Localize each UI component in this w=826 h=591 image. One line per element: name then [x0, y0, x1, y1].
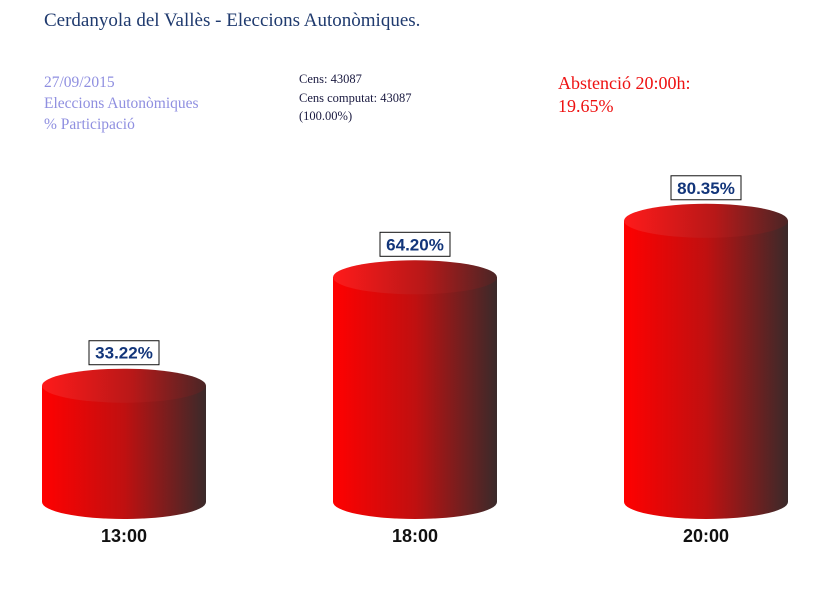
- bar-20:00: [624, 203, 788, 519]
- value-label-box: [379, 231, 451, 257]
- census-info: Cens: 43087 Cens computat: 43087 (100.00…: [299, 70, 412, 126]
- value-label: 80.35%: [677, 179, 735, 198]
- value-label-box: [88, 340, 160, 366]
- bar-top: [624, 203, 788, 238]
- election-type: Eleccions Autonòmiques: [44, 95, 199, 112]
- election-info: 27/09/2015 Eleccions Autonòmiques % Part…: [44, 72, 199, 135]
- value-label-box: [670, 175, 742, 201]
- value-label: 64.20%: [386, 235, 444, 254]
- abstention-info: Abstenció 20:00h: 19.65%: [558, 72, 691, 118]
- bar-body: [624, 220, 788, 519]
- census-percent: (100.00%): [299, 109, 353, 123]
- metric-label: % Participació: [44, 116, 135, 133]
- bar-body: [333, 277, 497, 519]
- abstention-value: 19.65%: [558, 96, 614, 116]
- abstention-label: Abstenció 20:00h:: [558, 73, 691, 93]
- bar-top: [42, 368, 206, 403]
- value-label: 33.22%: [95, 344, 153, 363]
- census-total: Cens: 43087: [299, 72, 362, 86]
- category-label: 18:00: [392, 526, 438, 546]
- labels-layer: 33.22% 13:00 64.20% 18:00 80.35% 20:00: [88, 175, 742, 546]
- category-label: 20:00: [683, 526, 729, 546]
- census-computed: Cens computat: 43087: [299, 90, 412, 105]
- bar-13:00: [42, 368, 206, 519]
- bars-layer: [42, 203, 788, 519]
- bar-18:00: [333, 260, 497, 519]
- page-title: Cerdanyola del Vallès - Eleccions Autonò…: [44, 10, 421, 31]
- category-label: 13:00: [101, 526, 147, 546]
- election-date: 27/09/2015: [44, 74, 115, 91]
- bar-body: [42, 385, 206, 519]
- bar-top: [333, 260, 497, 295]
